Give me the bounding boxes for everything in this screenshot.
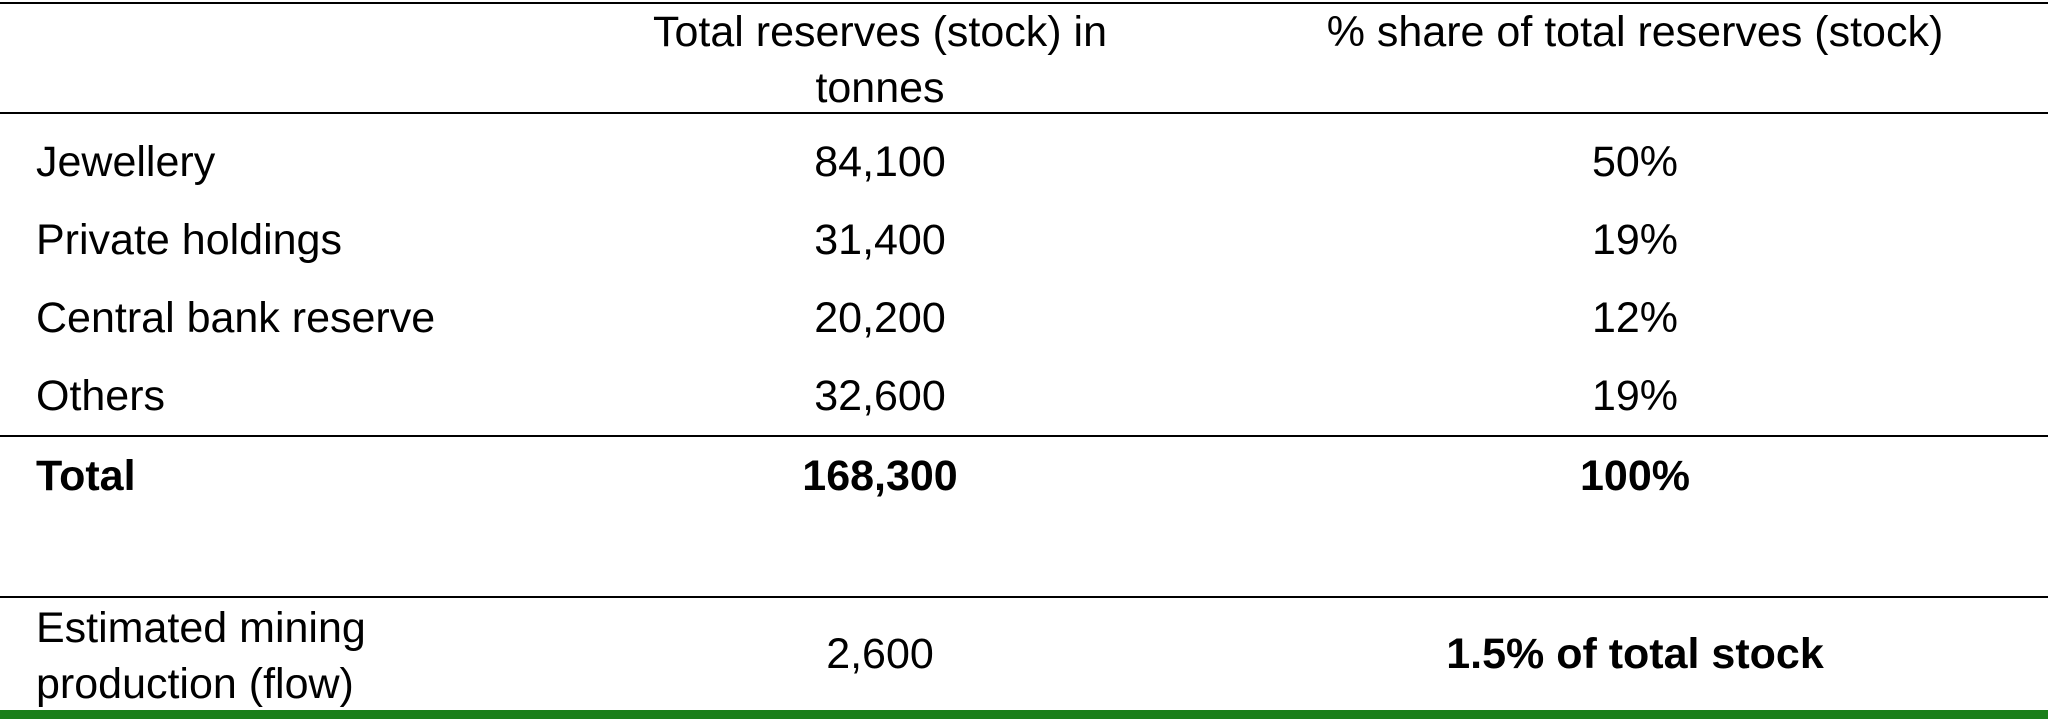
footer-accent-bar	[0, 710, 2048, 719]
total-label: Total	[36, 452, 136, 500]
row-share-central-bank: 12%	[1591, 294, 1679, 342]
total-tonnes: 168,300	[802, 452, 958, 500]
row-share-private-holdings: 19%	[1591, 216, 1679, 264]
header-bottom-rule	[0, 112, 2048, 114]
table-top-rule	[0, 2, 2048, 4]
mining-share: 1.5% of total stock	[1446, 630, 1824, 678]
row-tonnes-others: 32,600	[814, 372, 946, 420]
total-top-rule	[0, 435, 2048, 437]
row-share-others: 19%	[1591, 372, 1679, 420]
mining-top-rule	[0, 596, 2048, 598]
header-share-of-reserves: % share of total reserves (stock)	[1326, 8, 1944, 56]
row-label-jewellery: Jewellery	[36, 138, 216, 186]
mining-label: Estimated mining production (flow)	[36, 604, 366, 708]
row-tonnes-central-bank: 20,200	[814, 294, 946, 342]
row-label-central-bank: Central bank reserve	[36, 294, 436, 342]
row-label-private-holdings: Private holdings	[36, 216, 342, 264]
total-share: 100%	[1580, 452, 1690, 500]
row-label-others: Others	[36, 372, 166, 420]
row-tonnes-jewellery: 84,100	[814, 138, 946, 186]
header-total-reserves: Total reserves (stock) in tonnes	[652, 8, 1108, 112]
row-tonnes-private-holdings: 31,400	[814, 216, 946, 264]
row-share-jewellery: 50%	[1591, 138, 1679, 186]
mining-tonnes: 2,600	[826, 630, 934, 678]
